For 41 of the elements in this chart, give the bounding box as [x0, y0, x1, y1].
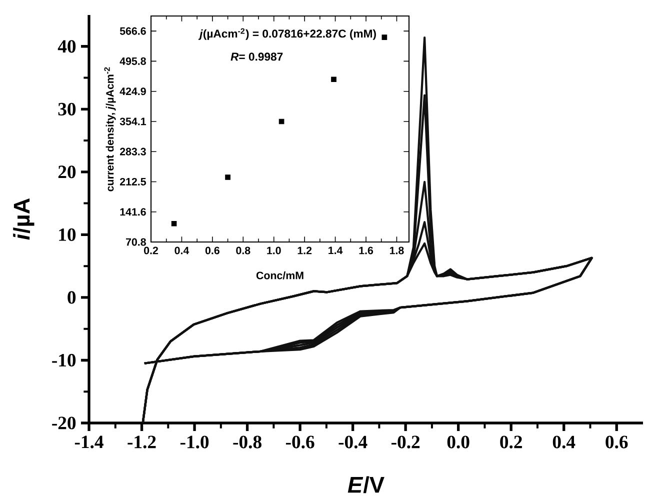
y-axis-title: i/µA: [13, 198, 34, 240]
x-axis-title: Conc/mM: [256, 272, 304, 280]
y-tick-label: 20: [58, 166, 76, 178]
x-tick-label: -1.0: [180, 436, 209, 449]
x-tick-label: 0.6: [205, 246, 220, 254]
x-tick-label: 1.8: [390, 246, 404, 254]
y-tick-label: 212.5: [120, 178, 146, 186]
x-tick-label: -0.6: [286, 436, 314, 449]
x-tick-label: 1.0: [267, 246, 281, 254]
x-tick-label: -0.8: [233, 436, 262, 449]
y-tick-label: 70.8: [126, 238, 146, 246]
y-tick-label: 141.6: [120, 208, 146, 216]
x-tick-label: 1.6: [359, 246, 374, 254]
x-tick-label: -0.4: [338, 436, 368, 449]
y-tick-label: 0: [68, 291, 76, 304]
x-tick-label: 0.8: [236, 246, 250, 254]
x-tick-label: -1.2: [128, 436, 156, 449]
y-tick-label: 495.8: [120, 58, 146, 66]
y-tick-label: 566.6: [120, 28, 146, 36]
y-tick-label: 283.3: [120, 148, 146, 156]
y-tick-label: -10: [52, 354, 76, 367]
x-tick-label: 0.2: [500, 436, 522, 449]
x-tick-label: 0.2: [144, 246, 158, 254]
x-tick-label: 0.4: [552, 436, 576, 449]
x-tick-label: 0.6: [606, 436, 628, 449]
annotation: R= 0.9987: [230, 52, 283, 61]
y-tick-label: 40: [58, 40, 76, 53]
x-tick-label: 0.4: [174, 246, 190, 254]
y-tick-label: 424.9: [120, 88, 146, 96]
y-axis-title: current density, j/µAcm$^{-2}$: [104, 68, 116, 192]
x-tick-label: 0.0: [447, 436, 470, 449]
y-tick-label: 354.1: [120, 118, 146, 126]
x-tick-label: -0.2: [391, 436, 420, 449]
y-tick-label: 10: [59, 228, 76, 242]
y-tick-label: -20: [52, 416, 76, 430]
y-tick-label: 30: [58, 103, 76, 116]
x-tick-label: -1.4: [74, 436, 104, 449]
x-tick-label: 1.2: [298, 246, 312, 254]
annotation: j(µAcm$^{-2}$) = 0.07816+22.87C (mM): [198, 28, 376, 40]
x-tick-label: 1.4: [328, 246, 343, 254]
x-axis-title: E/V: [348, 476, 384, 494]
